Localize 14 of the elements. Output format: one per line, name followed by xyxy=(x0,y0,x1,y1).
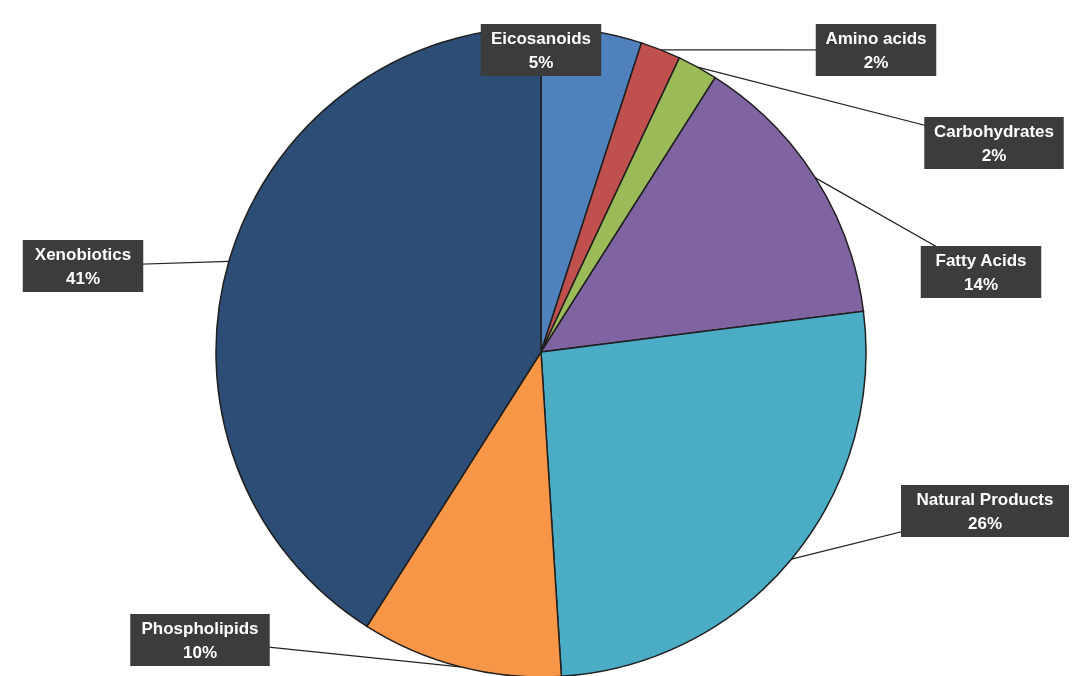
slice-label: Amino acids xyxy=(825,29,927,48)
slice-label: Eicosanoids xyxy=(490,29,592,48)
slice-label: Natural Products xyxy=(916,490,1054,509)
slice-label: Carbohydrates xyxy=(934,122,1054,141)
data-label: 2% xyxy=(981,146,1007,165)
data-label: 14% xyxy=(963,275,999,294)
slice-label: Phospholipids xyxy=(141,619,259,638)
data-label: 10% xyxy=(182,643,218,662)
slice-label: Xenobiotics xyxy=(34,245,132,264)
data-label: 5% xyxy=(528,53,554,72)
data-label: 26% xyxy=(967,514,1003,533)
data-label: 2% xyxy=(863,53,889,72)
data-label: 41% xyxy=(65,269,101,288)
slice-label: Fatty Acids xyxy=(935,251,1027,270)
